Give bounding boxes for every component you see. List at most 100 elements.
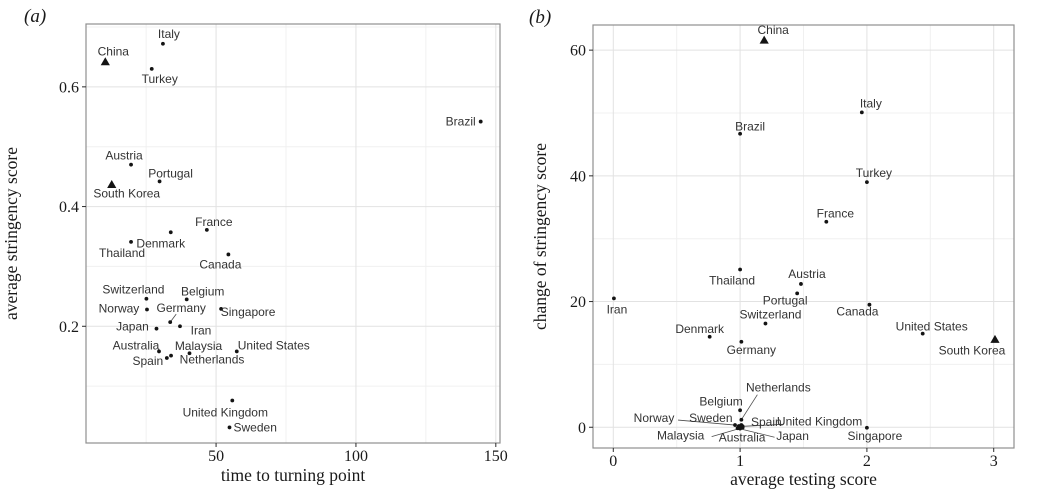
label-a-portugal: Portugal	[148, 166, 193, 180]
y-tick-label-20: 20	[570, 294, 586, 311]
panel-border	[85, 23, 501, 444]
point-b-austria	[799, 282, 803, 286]
point-b-south-korea	[990, 334, 1000, 343]
label-a-switzerland: Switzerland	[102, 283, 164, 297]
label-a-united-kingdom: United Kingdom	[183, 406, 268, 420]
label-a-malaysia: Malaysia	[175, 339, 223, 353]
point-a-singapore	[219, 307, 224, 311]
point-a-germany	[168, 320, 173, 324]
label-b-netherlands: Netherlands	[746, 381, 811, 395]
label-a-france: France	[195, 215, 233, 229]
point-b-singapore	[865, 425, 869, 430]
point-a-austria	[129, 162, 133, 167]
label-a-denmark: Denmark	[136, 236, 186, 250]
point-a-portugal	[157, 179, 162, 184]
label-a-japan: Japan	[116, 320, 149, 334]
point-a-australia	[157, 349, 161, 354]
label-a-austria: Austria	[105, 149, 143, 163]
label-b-turkey: Turkey	[856, 166, 892, 180]
label-a-australia: Australia	[113, 338, 160, 352]
point-a-italy	[161, 41, 165, 46]
label-a-turkey: Turkey	[142, 72, 178, 86]
label-a-south-korea: South Korea	[93, 186, 160, 200]
label-a-netherlands: Netherlands	[180, 353, 245, 367]
point-a-denmark	[168, 230, 173, 235]
panel-a: 50 100 150 0.2 0.4 0.6 time to turning point av…	[1, 6, 508, 485]
label-a-united-states: United States	[238, 338, 310, 352]
label-a-italy: Italy	[158, 27, 180, 41]
label-b-denmark: Denmark	[675, 322, 725, 336]
y-tick-label-60: 60	[570, 43, 586, 60]
point-b-belgium	[738, 408, 742, 413]
point-b-iran	[612, 296, 616, 301]
panel-b: 0 1 2 3 0 20 40 60 average testing score change o…	[529, 7, 1015, 489]
point-a-united-states	[234, 349, 239, 354]
panel-tag-a: (a)	[24, 6, 46, 27]
point-b-portugal	[795, 291, 800, 296]
point-a-malaysia	[187, 351, 192, 356]
y-tick-label-0.2: 0.2	[59, 319, 79, 336]
label-a-iran: Iran	[191, 323, 212, 337]
point-a-netherlands	[169, 353, 173, 358]
label-b-united-states: United States	[896, 320, 968, 334]
point-a-france	[204, 228, 209, 232]
point-a-iran	[178, 324, 182, 329]
label-b-germany: Germany	[727, 343, 776, 357]
point-b-netherlands	[739, 417, 744, 422]
y-axis-title-b: change of stringency score	[530, 143, 550, 330]
point-b-turkey	[865, 180, 869, 185]
point-b-germany	[739, 339, 744, 344]
point-a-sweden	[227, 425, 232, 430]
x-tick-label-3: 3	[990, 453, 998, 470]
leader-b-japan	[737, 427, 775, 438]
point-a-brazil	[478, 119, 483, 124]
point-b-norway	[733, 423, 737, 427]
label-a-germany: Germany	[157, 301, 206, 315]
point-b-united-states	[920, 331, 925, 336]
panel-tag-b: (b)	[529, 7, 551, 28]
label-a-thailand: Thailand	[99, 246, 145, 260]
point-b-denmark	[707, 334, 712, 339]
point-b-france	[824, 219, 829, 224]
x-tick-label-150: 150	[484, 448, 508, 465]
label-b-china: China	[758, 23, 790, 37]
x-tick-label-50: 50	[208, 448, 224, 465]
x-tick-label-0: 0	[609, 453, 617, 470]
x-axis-title-a: time to turning point	[221, 465, 366, 485]
y-axis-title-a: average stringency score	[1, 147, 21, 320]
label-b-france: France	[817, 207, 855, 221]
panel-border	[592, 24, 1015, 449]
label-a-brazil: Brazil	[446, 115, 476, 129]
point-a-switzerland	[144, 296, 149, 301]
point-a-united-kingdom	[230, 398, 235, 403]
y-tick-label-0.4: 0.4	[59, 199, 79, 216]
point-a-turkey	[149, 66, 154, 71]
point-a-south-korea	[107, 180, 117, 189]
label-b-iran: Iran	[607, 302, 628, 316]
leader-b-united-kingdom	[742, 423, 783, 427]
label-a-china: China	[98, 45, 130, 59]
label-b-sweden: Sweden	[689, 411, 732, 425]
point-b-brazil	[738, 131, 742, 136]
label-a-sweden: Sweden	[234, 420, 277, 434]
label-b-malaysia: Malaysia	[657, 429, 705, 443]
label-b-switzerland: Switzerland	[739, 308, 801, 322]
label-a-singapore: Singapore	[221, 305, 276, 319]
label-b-portugal: Portugal	[763, 293, 808, 307]
x-tick-label-1: 1	[736, 453, 744, 470]
y-tick-label-0.6: 0.6	[59, 79, 79, 96]
label-b-italy: Italy	[860, 96, 882, 110]
label-b-spain: Spain	[751, 415, 782, 429]
label-b-austria: Austria	[788, 267, 826, 281]
point-a-canada	[226, 252, 231, 257]
leader-b-netherlands	[741, 394, 758, 420]
point-a-japan	[154, 326, 159, 331]
point-b-china	[759, 35, 769, 44]
label-b-canada: Canada	[836, 305, 878, 319]
label-b-thailand: Thailand	[709, 273, 755, 287]
x-tick-label-2: 2	[863, 453, 871, 470]
y-tick-label-40: 40	[570, 168, 586, 185]
point-b-canada	[867, 302, 872, 307]
point-a-spain	[164, 356, 169, 360]
